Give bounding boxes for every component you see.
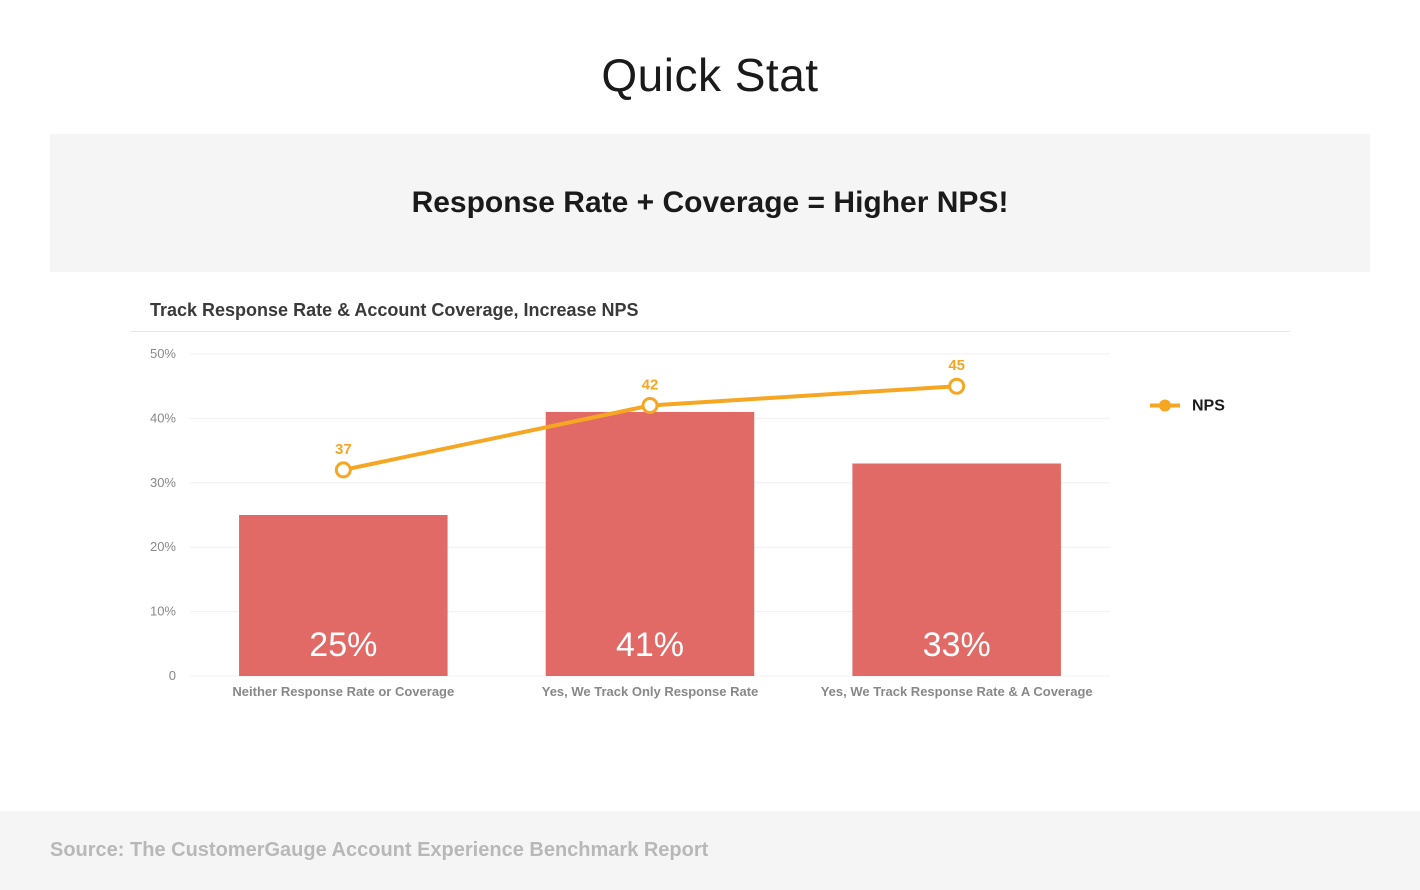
banner: Response Rate + Coverage = Higher NPS!	[50, 134, 1370, 272]
chart-divider	[130, 331, 1290, 332]
y-tick-label: 10%	[150, 604, 176, 619]
y-tick-label: 50%	[150, 346, 176, 361]
bar-value-label: 41%	[616, 626, 684, 664]
chart-title: Track Response Rate & Account Coverage, …	[130, 300, 1290, 331]
y-tick-label: 40%	[150, 410, 176, 425]
source-footer: Source: The CustomerGauge Account Experi…	[0, 811, 1420, 890]
y-tick-label: 0	[169, 668, 176, 683]
nps-marker	[643, 399, 657, 413]
source-text: Source: The CustomerGauge Account Experi…	[50, 839, 708, 861]
page-title: Quick Stat	[0, 0, 1420, 134]
nps-value-label: 37	[335, 441, 352, 458]
category-label: Yes, We Track Only Response Rate	[542, 684, 759, 699]
category-label: Yes, We Track Response Rate & A Coverage	[821, 684, 1093, 699]
legend-marker	[1159, 400, 1171, 412]
category-label: Neither Response Rate or Coverage	[232, 684, 454, 699]
nps-marker	[336, 463, 350, 477]
chart-container: Track Response Rate & Account Coverage, …	[130, 300, 1290, 736]
bar-line-chart: 0 10% 20% 30% 40% 50% 25% 41% 33% Neither Respons…	[130, 336, 1290, 736]
nps-value-label: 45	[948, 357, 965, 374]
legend-label: NPS	[1192, 398, 1225, 415]
y-tick-label: 30%	[150, 475, 176, 490]
banner-text: Response Rate + Coverage = Higher NPS!	[412, 186, 1009, 219]
y-tick-label: 20%	[150, 539, 176, 554]
bar-value-label: 33%	[923, 626, 991, 664]
bar-value-label: 25%	[309, 626, 377, 664]
nps-marker	[950, 379, 964, 393]
nps-value-label: 42	[642, 377, 659, 394]
